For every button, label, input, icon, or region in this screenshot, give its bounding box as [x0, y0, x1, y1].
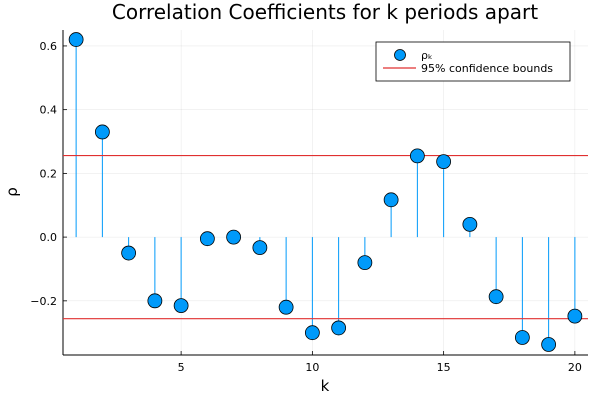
legend-marker [394, 49, 406, 61]
data-point [68, 32, 84, 47]
x-tick-label: 10 [305, 361, 319, 374]
data-point [436, 154, 452, 169]
data-point [357, 255, 373, 270]
data-point [278, 299, 294, 315]
chart-title: Correlation Coefficients for k periods a… [112, 0, 538, 24]
points [68, 32, 583, 352]
legend-box [375, 41, 571, 82]
data-point [541, 337, 557, 352]
stems [75, 39, 576, 345]
data-point [94, 124, 110, 140]
data-point [409, 148, 425, 164]
y-tick-label: −0.2 [30, 295, 57, 308]
data-point [383, 192, 399, 208]
data-point [462, 216, 478, 232]
data-point [252, 240, 268, 256]
y-tick-label: 0.6 [40, 40, 58, 53]
y-axis-label: ρ [3, 187, 21, 197]
data-point [173, 298, 189, 314]
data-point [567, 308, 583, 324]
data-point [304, 325, 320, 341]
y-tick-label: 0.0 [40, 231, 58, 244]
legend-entry-bounds: 95% confidence bounds [421, 62, 553, 75]
x-tick-label: 15 [437, 361, 451, 374]
data-point [199, 231, 215, 247]
data-point [226, 229, 242, 245]
data-point [147, 293, 163, 309]
data-point [514, 330, 530, 345]
data-point [488, 289, 504, 305]
y-ticks: −0.2 0.0 0.2 0.4 0.6 [30, 40, 67, 308]
x-tick-label: 5 [178, 361, 185, 374]
confidence-bounds [63, 154, 588, 320]
x-axis-label: k [321, 377, 330, 395]
data-point [121, 245, 137, 261]
data-point [331, 320, 347, 336]
legend-entry-series: ρₖ [421, 49, 433, 62]
y-tick-label: 0.2 [40, 167, 58, 180]
x-tick-label: 20 [568, 361, 582, 374]
y-tick-label: 0.4 [40, 104, 58, 117]
x-ticks: 5 10 15 20 [178, 351, 582, 374]
legend: ρₖ 95% confidence bounds [375, 41, 571, 82]
